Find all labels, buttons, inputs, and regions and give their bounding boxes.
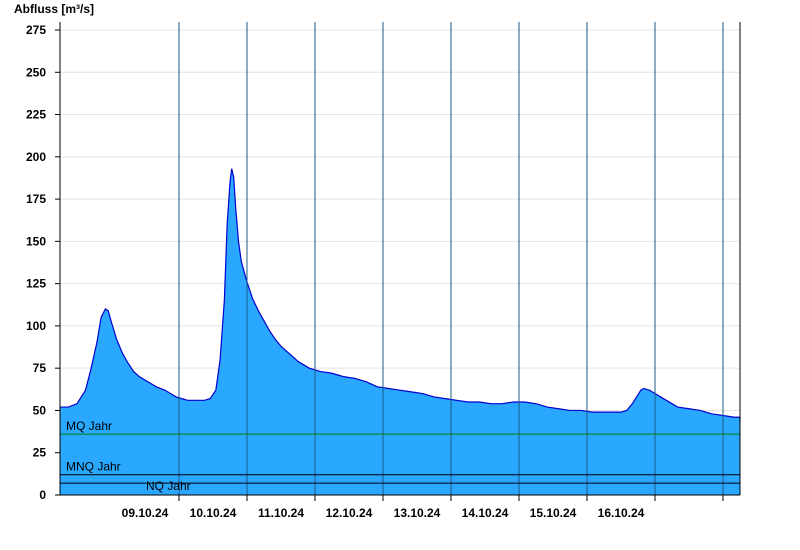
axes xyxy=(59,22,741,496)
x-tick-label: 11.10.24 xyxy=(258,506,304,520)
x-tick-label: 09.10.24 xyxy=(122,506,169,520)
y-tick-label: 25 xyxy=(33,446,47,460)
x-tick-label: 15.10.24 xyxy=(530,506,577,520)
y-ticks: 0 25 50 75 100 125 150 175 200 225 250 275 xyxy=(26,23,60,502)
y-tick-label: 125 xyxy=(26,277,46,291)
reference-line-label: NQ Jahr xyxy=(146,479,191,493)
y-tick-label: 50 xyxy=(33,403,47,417)
y-tick-label: 100 xyxy=(26,319,46,333)
reference-line-label: MQ Jahr xyxy=(66,419,112,433)
x-tick-label: 16.10.24 xyxy=(598,506,645,520)
y-tick-label: 0 xyxy=(39,488,46,502)
x-tick-label: 14.10.24 xyxy=(462,506,509,520)
day-separator-lines xyxy=(178,22,724,495)
x-tick-label: 13.10.24 xyxy=(394,506,441,520)
area-layer xyxy=(60,168,741,495)
y-tick-label: 275 xyxy=(26,23,46,37)
reference-line-label: MNQ Jahr xyxy=(66,460,121,474)
y-tick-label: 225 xyxy=(26,108,46,122)
y-tick-label: 75 xyxy=(33,361,47,375)
y-tick-label: 200 xyxy=(26,150,46,164)
x-ticks: 09.10.24 10.10.24 11.10.24 12.10.24 13.10.24… xyxy=(122,495,724,520)
y-tick-label: 175 xyxy=(26,192,46,206)
y-tick-label: 250 xyxy=(26,65,46,79)
y-axis-label: Abfluss [m³/s] xyxy=(14,2,94,16)
series-line xyxy=(60,168,741,421)
series-area xyxy=(60,168,740,495)
x-tick-label: 12.10.24 xyxy=(326,506,373,520)
x-tick-label: 10.10.24 xyxy=(190,506,237,520)
reference-lines: MQ Jahr MNQ Jahr NQ Jahr xyxy=(60,419,740,493)
y-tick-label: 150 xyxy=(26,234,46,248)
